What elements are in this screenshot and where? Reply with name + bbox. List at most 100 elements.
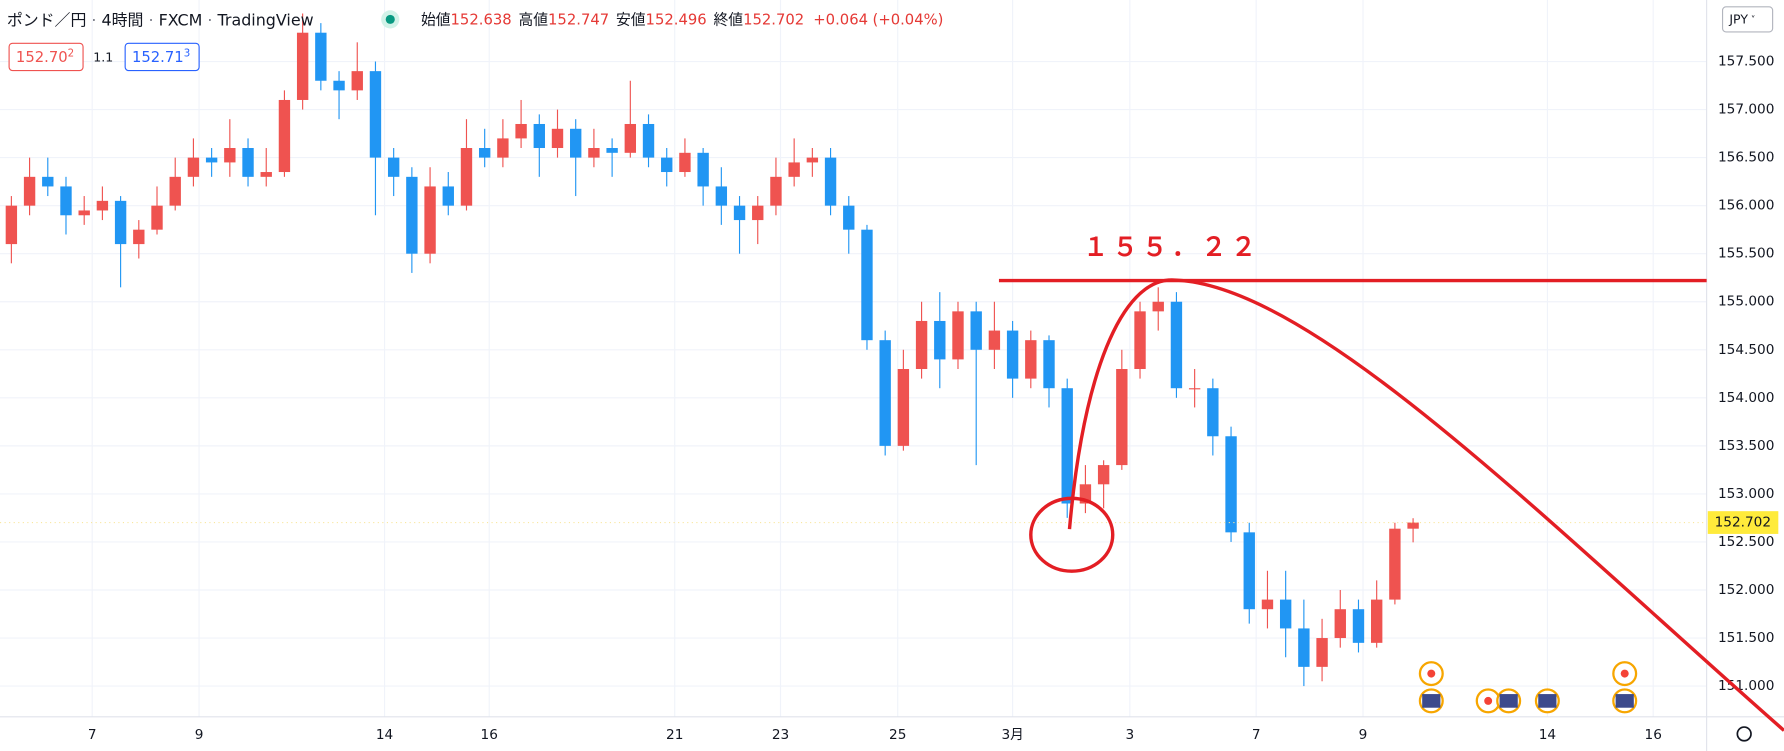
- candle-body: [424, 186, 436, 254]
- candle-body: [515, 123, 527, 139]
- candle-body: [278, 99, 291, 173]
- candle-body: [752, 205, 764, 221]
- candle-body: [588, 148, 600, 158]
- status-dot: [385, 14, 395, 24]
- candle-body: [843, 205, 855, 230]
- value-low: 152.496: [646, 12, 707, 29]
- candle-body: [934, 320, 946, 360]
- candle-body: [861, 229, 873, 341]
- candle-body: [205, 157, 218, 163]
- buy-main: 152.71: [132, 49, 184, 66]
- buy-price[interactable]: 152.713: [132, 49, 190, 67]
- candle-body: [1097, 465, 1110, 485]
- candle-body: [1152, 301, 1164, 312]
- y-tick-label: 156.000: [1718, 198, 1774, 214]
- y-tick-label: 156.500: [1718, 150, 1774, 166]
- sell-small: 2: [68, 49, 75, 60]
- label-close: 終値: [714, 12, 744, 29]
- settings-icon[interactable]: [1736, 726, 1752, 742]
- candle-body: [1225, 436, 1237, 533]
- sell-price[interactable]: 152.702: [16, 49, 74, 67]
- candle-body: [242, 148, 254, 177]
- candle-body: [715, 186, 728, 206]
- x-tick-label: 25: [889, 727, 906, 743]
- candle-body: [60, 186, 72, 216]
- change: +0.064: [813, 12, 868, 29]
- label-high: 高値: [518, 12, 548, 29]
- candle-body: [770, 176, 782, 206]
- candle-body: [970, 311, 982, 350]
- x-tick-label: 23: [772, 727, 789, 743]
- candle-body: [387, 157, 400, 177]
- y-tick-label: 152.000: [1718, 582, 1774, 598]
- candle-body: [1006, 330, 1019, 379]
- candle-body: [1389, 528, 1401, 600]
- buy-button[interactable]: [124, 42, 200, 72]
- candle-body: [733, 205, 746, 221]
- platform: TradingView: [217, 10, 314, 29]
- candle-body: [897, 369, 910, 446]
- y-tick-label: 152.500: [1718, 534, 1774, 550]
- candle-body: [333, 80, 345, 91]
- candle-body: [1116, 369, 1128, 466]
- candle-body: [169, 176, 181, 206]
- candle-body: [988, 330, 1001, 350]
- x-tick-label: 7: [1252, 727, 1261, 743]
- drawn-curve: [1067, 278, 1784, 732]
- candle-body: [788, 162, 800, 177]
- candle-body: [879, 340, 891, 446]
- candle-body: [1370, 599, 1383, 643]
- x-tick-label: 9: [1359, 727, 1368, 743]
- x-tick-label: 3: [1125, 727, 1134, 743]
- candle-body: [606, 148, 618, 153]
- y-tick-label: 157.500: [1718, 54, 1774, 70]
- annotation-text: １５５．２２: [1083, 233, 1260, 262]
- candle-body: [187, 157, 200, 177]
- spread: 1.1: [93, 50, 113, 65]
- value-open: 152.638: [451, 12, 512, 29]
- x-tick-label: 3月: [1001, 727, 1023, 743]
- currency-button[interactable]: [1721, 6, 1774, 33]
- y-tick-label: 154.000: [1718, 390, 1774, 406]
- candle-body: [533, 123, 545, 149]
- value-high: 152.747: [548, 12, 609, 29]
- candle-body: [679, 152, 691, 173]
- annotation: １５５．２２: [998, 233, 1707, 283]
- candle-body: [824, 157, 837, 206]
- candle-body: [42, 176, 54, 187]
- candle-body: [114, 200, 127, 245]
- candle-body: [952, 311, 964, 360]
- candle-body: [1243, 532, 1255, 610]
- grid: [0, 0, 1707, 717]
- candle-body: [1352, 609, 1365, 643]
- candle-body: [23, 176, 36, 206]
- change-pct: (+0.04%): [873, 12, 944, 29]
- candle-body: [133, 229, 145, 245]
- candle-body: [915, 320, 928, 370]
- axes: 151.000151.500152.000152.500153.000153.5…: [88, 54, 1779, 743]
- candle-body: [661, 157, 673, 173]
- candle-body: [5, 205, 18, 245]
- interval: 4時間: [102, 10, 144, 29]
- candle-body: [642, 123, 655, 158]
- candle-body: [697, 152, 709, 187]
- candles: [0, 13, 1707, 687]
- candle-body: [78, 210, 90, 216]
- x-tick-label: 16: [481, 727, 498, 743]
- y-tick-label: 153.000: [1718, 486, 1774, 502]
- x-tick-label: 14: [376, 727, 393, 743]
- candle-body: [478, 148, 491, 158]
- candle-body: [442, 186, 454, 206]
- sell-button[interactable]: [8, 42, 84, 72]
- currency[interactable]: JPY ˅: [1728, 11, 1755, 26]
- candle-body: [96, 200, 109, 211]
- candle-body: [1407, 522, 1419, 529]
- drawn-circle: [1029, 496, 1115, 573]
- candle-body: [315, 32, 327, 81]
- candle-body: [224, 148, 236, 163]
- x-tick-label: 21: [666, 727, 683, 743]
- candle-body: [351, 71, 363, 91]
- candle-body: [1061, 388, 1073, 504]
- x-tick-label: 7: [88, 727, 97, 743]
